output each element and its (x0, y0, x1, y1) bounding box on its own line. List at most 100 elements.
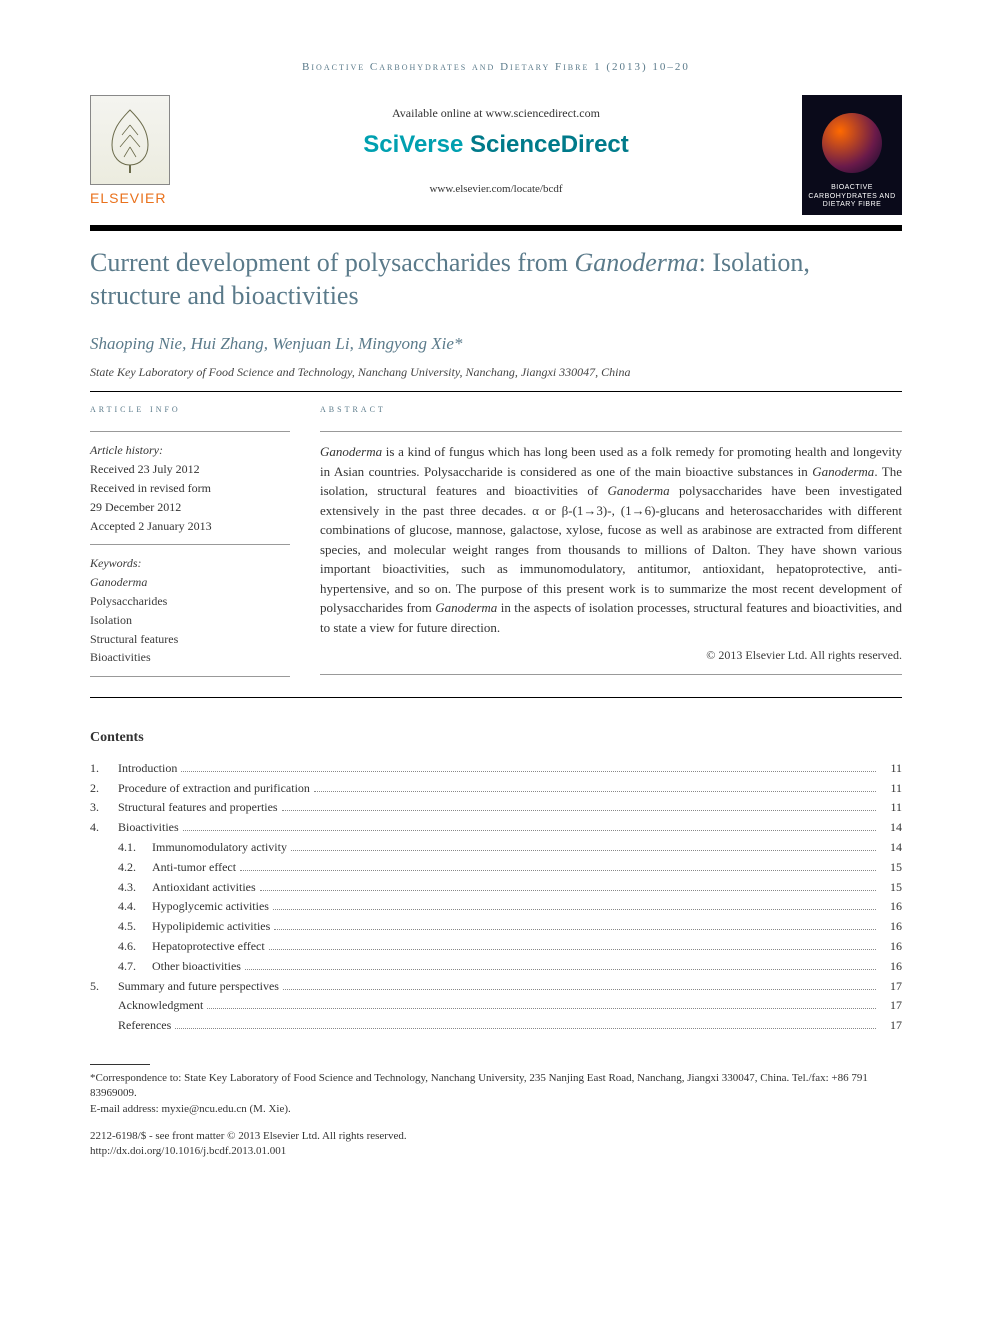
header-bar: ELSEVIER Available online at www.science… (90, 95, 902, 215)
abstract-rule (320, 674, 902, 675)
toc-row[interactable]: 4.1.Immunomodulatory activity 14 (90, 839, 902, 856)
doi-link[interactable]: http://dx.doi.org/10.1016/j.bcdf.2013.01… (90, 1144, 902, 1159)
toc-row[interactable]: 3.Structural features and properties 11 (90, 799, 902, 816)
toc-row[interactable]: 4.3.Antioxidant activities15 (90, 879, 902, 896)
toc-page: 14 (880, 839, 902, 856)
email-link[interactable]: myxie@ncu.edu.cn (161, 1103, 246, 1115)
header-center: Available online at www.sciencedirect.co… (190, 95, 802, 197)
toc-row[interactable]: 4.7.Other bioactivities16 (90, 958, 902, 975)
toc-label: Anti-tumor effect (152, 859, 236, 876)
toc-page: 17 (880, 997, 902, 1014)
toc-num: 4.1. (118, 839, 152, 856)
abstract-ital: Ganoderma (320, 444, 382, 459)
toc-label: Hypoglycemic activities (152, 898, 269, 915)
sciverse-word-a: SciVerse (363, 131, 470, 158)
toc-row[interactable]: 4.Bioactivities14 (90, 819, 902, 836)
toc-num: 4.3. (118, 879, 152, 896)
cover-journal-name: BIOACTIVE CARBOHYDRATES AND DIETARY FIBR… (802, 184, 902, 209)
toc-row[interactable]: Acknowledgment17 (90, 997, 902, 1014)
correspondence-footnote: *Correspondence to: State Key Laboratory… (90, 1071, 902, 1102)
keywords-block: Keywords: Ganoderma Polysaccharides Isol… (90, 555, 290, 666)
toc-row[interactable]: References17 (90, 1017, 902, 1034)
toc-dots (282, 810, 876, 811)
toc-page: 16 (880, 898, 902, 915)
issn-line: 2212-6198/$ - see front matter © 2013 El… (90, 1129, 902, 1144)
abstract-ital: Ganoderma (812, 464, 874, 479)
toc-label: Hypolipidemic activities (152, 918, 270, 935)
toc-num: 2. (90, 780, 118, 797)
toc-page: 15 (880, 879, 902, 896)
toc-dots (207, 1008, 876, 1009)
article-info-col: article info Article history: Received 2… (90, 402, 290, 687)
footnote-rule (90, 1064, 150, 1065)
toc-page: 15 (880, 859, 902, 876)
toc-label: Structural features and properties (118, 799, 278, 816)
abstract-ital: Ganoderma (435, 600, 497, 615)
keyword-item: Polysaccharides (90, 593, 290, 610)
toc-row[interactable]: 4.4.Hypoglycemic activities 16 (90, 898, 902, 915)
copyright: © 2013 Elsevier Ltd. All rights reserved… (320, 647, 902, 664)
toc-dots (183, 830, 876, 831)
toc-row[interactable]: 4.2.Anti-tumor effect15 (90, 859, 902, 876)
toc-label: Immunomodulatory activity (152, 839, 287, 856)
toc-num: 4. (90, 819, 118, 836)
affiliation: State Key Laboratory of Food Science and… (90, 364, 902, 381)
abstract-span: polysaccharides have been investigated e… (320, 483, 902, 615)
toc-num: 4.7. (118, 958, 152, 975)
abstract-head: abstract (320, 402, 902, 417)
journal-url[interactable]: www.elsevier.com/locate/bcdf (190, 182, 802, 197)
history-revised-b: 29 December 2012 (90, 499, 290, 516)
toc-dots (260, 890, 876, 891)
toc-dots (181, 771, 876, 772)
keyword-item: Ganoderma (90, 574, 290, 591)
sciverse-word-b: ScienceDirect (470, 131, 629, 158)
toc-row[interactable]: 4.6.Hepatoprotective effect 16 (90, 938, 902, 955)
article-history: Article history: Received 23 July 2012 R… (90, 442, 290, 534)
title-italic: Ganoderma (574, 248, 698, 277)
toc-dots (274, 929, 876, 930)
toc-label: Summary and future perspectives (118, 978, 279, 995)
sciverse-logo: SciVerse ScienceDirect (190, 128, 802, 162)
toc-row[interactable]: 4.5.Hypolipidemic activities16 (90, 918, 902, 935)
article-info-head: article info (90, 402, 290, 417)
toc-label: Hepatoprotective effect (152, 938, 265, 955)
toc-page: 17 (880, 1017, 902, 1034)
toc-dots (240, 870, 876, 871)
toc-label: Introduction (118, 760, 177, 777)
table-of-contents: 1.Introduction112.Procedure of extractio… (90, 760, 902, 1034)
toc-page: 11 (880, 799, 902, 816)
toc-num: 3. (90, 799, 118, 816)
email-footnote: E-mail address: myxie@ncu.edu.cn (M. Xie… (90, 1102, 902, 1117)
email-who: (M. Xie). (247, 1103, 291, 1115)
toc-dots (245, 969, 876, 970)
toc-dots (283, 989, 876, 990)
toc-dots (175, 1028, 876, 1029)
toc-num: 4.4. (118, 898, 152, 915)
divider (90, 697, 902, 698)
history-received: Received 23 July 2012 (90, 461, 290, 478)
contents-heading: Contents (90, 728, 902, 748)
toc-page: 16 (880, 938, 902, 955)
journal-cover-thumb: BIOACTIVE CARBOHYDRATES AND DIETARY FIBR… (802, 95, 902, 215)
toc-dots (269, 949, 876, 950)
toc-num: 4.6. (118, 938, 152, 955)
history-label: Article history: (90, 442, 290, 459)
cover-art-icon (822, 113, 882, 173)
keyword-item: Structural features (90, 631, 290, 648)
toc-num: 1. (90, 760, 118, 777)
abstract-rule (320, 431, 902, 432)
info-rule (90, 676, 290, 677)
article-title: Current development of polysaccharides f… (90, 247, 902, 312)
toc-num: 4.5. (118, 918, 152, 935)
available-online-text: Available online at www.sciencedirect.co… (190, 105, 802, 122)
abstract-text: Ganoderma is a kind of fungus which has … (320, 442, 902, 637)
keyword-item: Bioactivities (90, 649, 290, 666)
title-part-a: Current development of polysaccharides f… (90, 248, 574, 277)
toc-row[interactable]: 1.Introduction11 (90, 760, 902, 777)
toc-row[interactable]: 2.Procedure of extraction and purificati… (90, 780, 902, 797)
toc-row[interactable]: 5.Summary and future perspectives17 (90, 978, 902, 995)
history-revised-a: Received in revised form (90, 480, 290, 497)
toc-page: 17 (880, 978, 902, 995)
toc-label: Bioactivities (118, 819, 179, 836)
info-abstract-row: article info Article history: Received 2… (90, 402, 902, 687)
